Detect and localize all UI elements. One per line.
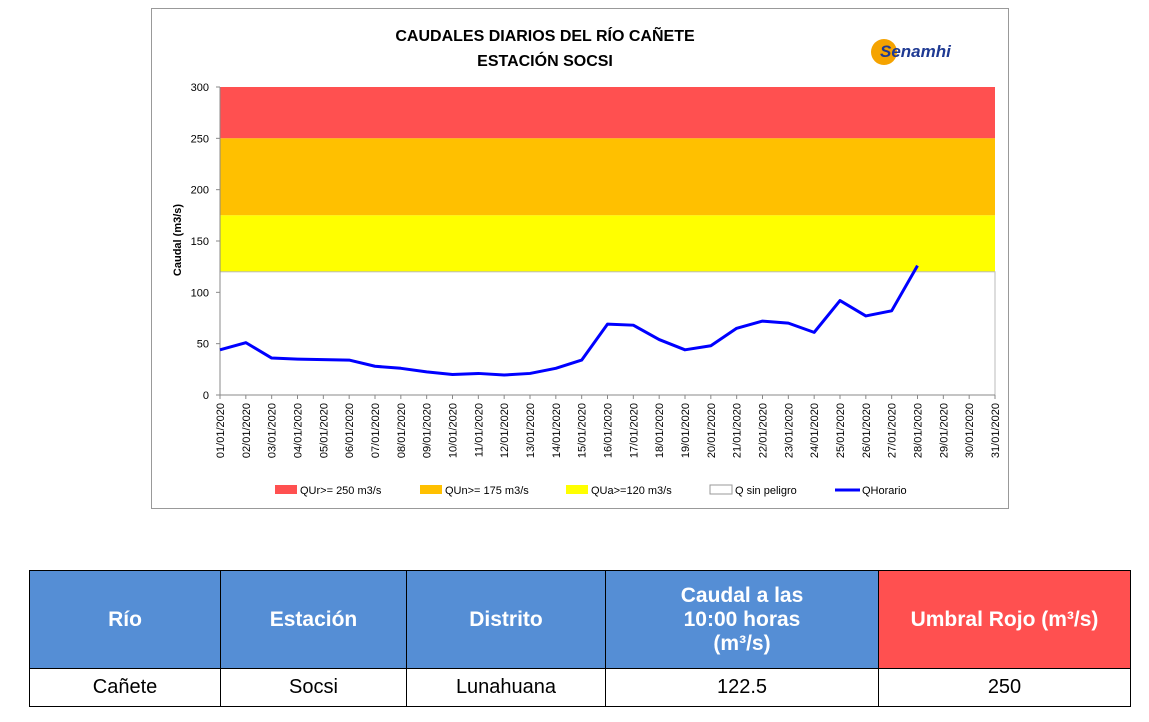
legend-swatch	[420, 485, 442, 494]
threshold-band	[220, 138, 995, 216]
x-tick-label: 18/01/2020	[654, 403, 666, 458]
x-tick-label: 03/01/2020	[267, 403, 279, 458]
y-tick-label: 300	[191, 82, 209, 94]
header-cell: Distrito	[406, 570, 606, 669]
legend-label: QHorario	[862, 485, 907, 497]
x-tick-label: 28/01/2020	[913, 403, 925, 458]
x-tick-label: 08/01/2020	[396, 403, 408, 458]
legend-swatch	[275, 485, 297, 494]
x-tick-label: 27/01/2020	[887, 403, 899, 458]
x-tick-label: 21/01/2020	[732, 403, 744, 458]
legend-label: QUa>=120 m3/s	[591, 485, 672, 497]
x-tick-label: 01/01/2020	[215, 403, 227, 458]
logo: Senamhi	[880, 42, 952, 61]
header-cell: Caudal a las 10:00 horas (m³/s)	[605, 570, 879, 669]
legend-label: QUr>= 250 m3/s	[300, 485, 382, 497]
x-tick-label: 31/01/2020	[990, 403, 1002, 458]
x-tick-label: 26/01/2020	[861, 403, 873, 458]
x-tick-label: 10/01/2020	[448, 403, 460, 458]
cell: Socsi	[220, 668, 407, 707]
logo-sun	[871, 39, 897, 65]
cell: Lunahuana	[406, 668, 606, 707]
chart-subtitle: ESTACIÓN SOCSI	[477, 51, 613, 70]
legend-swatch	[709, 484, 733, 495]
x-tick-label: 09/01/2020	[422, 403, 434, 458]
header-cell: Umbral Rojo (m³/s)	[878, 570, 1131, 669]
y-tick-label: 150	[191, 236, 209, 248]
data-line	[219, 264, 919, 377]
x-tick-label: 16/01/2020	[603, 403, 615, 458]
x-tick-label: 22/01/2020	[758, 403, 770, 458]
x-tick-label: 13/01/2020	[525, 403, 537, 458]
threshold-band	[220, 215, 995, 272]
header-cell: Río	[29, 570, 221, 669]
y-tick-label: 0	[203, 390, 209, 402]
x-tick-label: 02/01/2020	[241, 403, 253, 458]
x-tick-label: 04/01/2020	[293, 403, 305, 458]
data-table: Río Estación Distrito Caudal a las 10:00…	[29, 570, 1131, 707]
y-tick-label: 100	[191, 287, 209, 299]
cell: 250	[878, 668, 1131, 707]
legend-swatch	[566, 485, 588, 494]
y-tick-label: 200	[191, 185, 209, 197]
y-axis-label: Caudal (m3/s)	[172, 204, 184, 276]
cell: Cañete	[29, 668, 221, 707]
y-tick-label: 50	[197, 339, 209, 351]
chart: CAUDALES DIARIOS DEL RÍO CAÑETE ESTACIÓN…	[151, 8, 1009, 509]
legend-label: Q sin peligro	[735, 485, 797, 497]
y-tick-label: 250	[191, 133, 209, 145]
legend-label: QUn>= 175 m3/s	[445, 485, 529, 497]
x-tick-label: 11/01/2020	[473, 403, 485, 457]
x-tick-label: 29/01/2020	[938, 403, 950, 458]
chart-title: CAUDALES DIARIOS DEL RÍO CAÑETE	[395, 25, 695, 45]
x-tick-label: 12/01/2020	[499, 403, 511, 458]
x-tick-label: 23/01/2020	[783, 403, 795, 458]
x-tick-label: 30/01/2020	[964, 403, 976, 458]
x-tick-label: 17/01/2020	[628, 403, 640, 458]
x-tick-label: 19/01/2020	[680, 403, 692, 458]
x-tick-label: 14/01/2020	[551, 403, 563, 458]
x-tick-label: 07/01/2020	[370, 403, 382, 458]
cell: 122.5	[605, 668, 879, 707]
header-cell: Estación	[220, 570, 407, 669]
x-tick-label: 05/01/2020	[318, 403, 330, 458]
x-tick-label: 15/01/2020	[577, 403, 589, 458]
x-tick-label: 24/01/2020	[809, 403, 821, 458]
x-tick-label: 25/01/2020	[835, 403, 847, 458]
x-tick-label: 20/01/2020	[706, 403, 718, 458]
threshold-band	[219, 271, 996, 396]
x-tick-label: 06/01/2020	[344, 403, 356, 458]
threshold-band	[220, 87, 995, 139]
